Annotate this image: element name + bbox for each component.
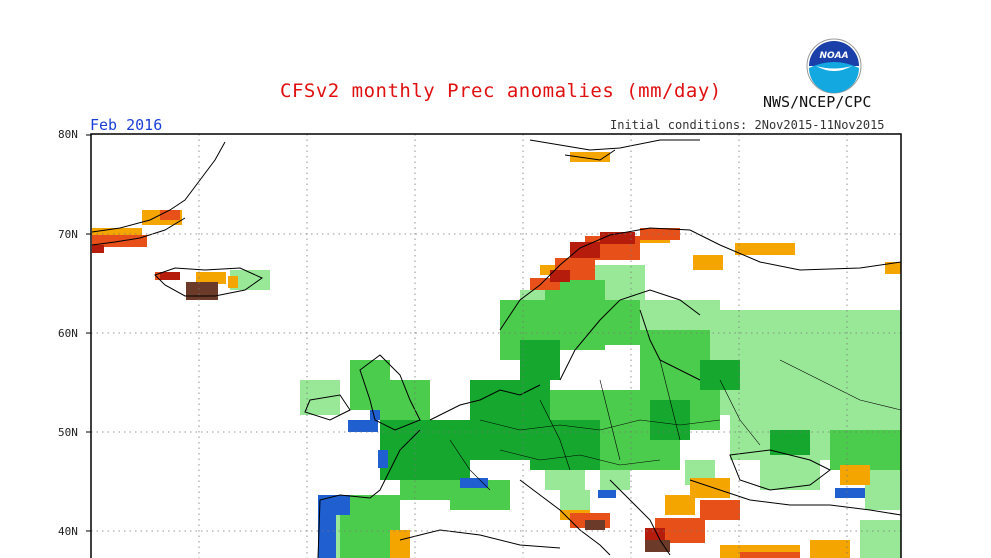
org-label: NWS/NCEP/CPC bbox=[763, 93, 872, 111]
valid-month: Feb 2016 bbox=[90, 116, 163, 134]
initial-conditions: Initial conditions: 2Nov2015-11Nov2015 bbox=[610, 118, 885, 132]
lat-label-60n: 60N bbox=[58, 327, 78, 340]
lat-label-80n: 80N bbox=[58, 128, 78, 141]
map-frame bbox=[90, 133, 902, 558]
map-area bbox=[91, 134, 901, 558]
chart-title: CFSv2 monthly Prec anomalies (mm/day) bbox=[280, 80, 722, 102]
noaa-logo-text: NOAA bbox=[819, 51, 848, 61]
anomaly-red-orange bbox=[92, 210, 800, 558]
lat-label-50n: 50N bbox=[58, 426, 78, 439]
graticule bbox=[91, 134, 901, 558]
anomaly-dark-green bbox=[380, 340, 810, 480]
anomaly-dark-red bbox=[92, 232, 665, 543]
lat-label-40n: 40N bbox=[58, 525, 78, 538]
lat-ticks bbox=[86, 134, 91, 532]
lat-label-70n: 70N bbox=[58, 228, 78, 241]
noaa-logo: NOAA bbox=[806, 38, 862, 94]
country-borders bbox=[449, 359, 901, 491]
anomaly-blue bbox=[318, 410, 865, 558]
coastlines bbox=[91, 139, 901, 558]
